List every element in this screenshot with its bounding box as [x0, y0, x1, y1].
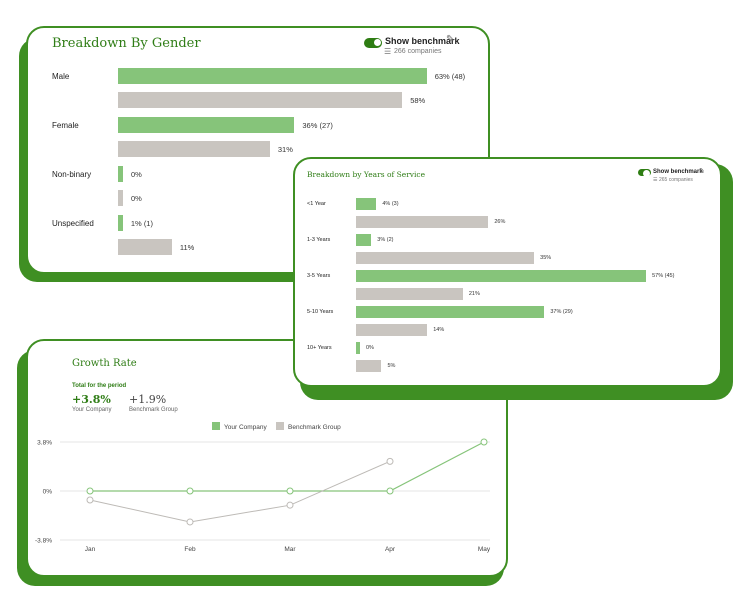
service-row-label: 3-5 Years	[307, 273, 331, 279]
companies-count: 265 companies	[659, 177, 693, 183]
company-bar	[118, 215, 123, 231]
benchmark-bar-value: 58%	[410, 96, 426, 105]
growth-title: Growth Rate	[72, 358, 137, 369]
company-bar-value: 63% (48)	[434, 72, 466, 81]
gender-row-label: Non-binary	[52, 170, 92, 179]
service-row-label: 5-10 Years	[307, 309, 334, 315]
company-bar	[118, 166, 123, 182]
period-label: Total for the period	[72, 383, 127, 389]
company-bar	[356, 306, 545, 318]
benchmark-toggle-label: Show benchmark	[385, 36, 460, 46]
gender-title: Breakdown By Gender	[52, 36, 201, 51]
benchmark-bar-value: 26%	[494, 219, 506, 225]
benchmark-bar	[118, 92, 403, 108]
benchmark-bar	[356, 360, 382, 372]
edit-icon[interactable]: ✎	[446, 34, 455, 45]
benchmark-bar	[118, 141, 270, 157]
company-bar-value: 37% (29)	[550, 309, 573, 315]
service-row-label: 1-3 Years	[307, 237, 331, 243]
benchmark-bar-value: 11%	[179, 243, 195, 252]
benchmark-bar	[356, 252, 535, 264]
benchmark-bar-value: 31%	[277, 145, 293, 154]
service-title: Breakdown by Years of Service	[307, 170, 426, 179]
service-row-label: 10+ Years	[307, 345, 332, 351]
benchmark-bar-value: 14%	[433, 327, 445, 333]
company-bar-value: 0%	[131, 170, 142, 179]
company-bar-value: 0%	[366, 345, 374, 351]
benchmark-bar	[118, 190, 123, 206]
company-bar-value: 1% (1)	[130, 219, 153, 228]
gender-card: Breakdown By Gender Show benchmark ✎ ☰ 2…	[26, 26, 490, 274]
company-growth-value: +3.8%	[72, 393, 111, 406]
edit-icon[interactable]: ✎	[699, 168, 705, 175]
benchmark-bar	[356, 216, 489, 228]
service-card: Breakdown by Years of Service Show bench…	[293, 157, 722, 387]
benchmark-bar-value: 5%	[387, 363, 396, 369]
company-bar	[356, 342, 360, 354]
company-bar-value: 3% (2)	[377, 237, 394, 243]
bench-growth-label: Benchmark Group	[129, 407, 178, 413]
benchmark-toggle-label: Show benchmark	[653, 169, 703, 175]
company-bar-value: 57% (45)	[652, 273, 675, 279]
company-bar	[356, 234, 372, 246]
company-bar	[118, 117, 295, 133]
benchmark-bar-value: 35%	[540, 255, 552, 261]
gender-row-label: Female	[52, 121, 79, 130]
filter-icon: ☰	[384, 47, 392, 56]
gender-row-label: Male	[52, 72, 70, 81]
company-bar-value: 36% (27)	[302, 121, 333, 130]
benchmark-bar	[356, 288, 463, 300]
companies-count: 266 companies	[394, 48, 442, 55]
benchmark-bar	[356, 324, 428, 336]
benchmark-bar-value: 21%	[468, 291, 480, 297]
service-row-label: <1 Year	[307, 201, 326, 207]
company-bar	[356, 198, 377, 210]
benchmark-toggle[interactable]	[364, 38, 382, 48]
benchmark-bar	[118, 239, 172, 255]
company-bar-value: 4% (3)	[382, 201, 399, 207]
gender-row-label: Unspecified	[52, 219, 94, 228]
bench-growth-value: +1.9%	[129, 393, 167, 406]
filter-icon: ☰	[653, 177, 658, 183]
benchmark-bar-value: 0%	[131, 194, 142, 203]
benchmark-toggle[interactable]	[638, 169, 651, 177]
company-growth-label: Your Company	[72, 407, 112, 413]
company-bar	[356, 270, 647, 282]
company-bar	[118, 68, 427, 84]
